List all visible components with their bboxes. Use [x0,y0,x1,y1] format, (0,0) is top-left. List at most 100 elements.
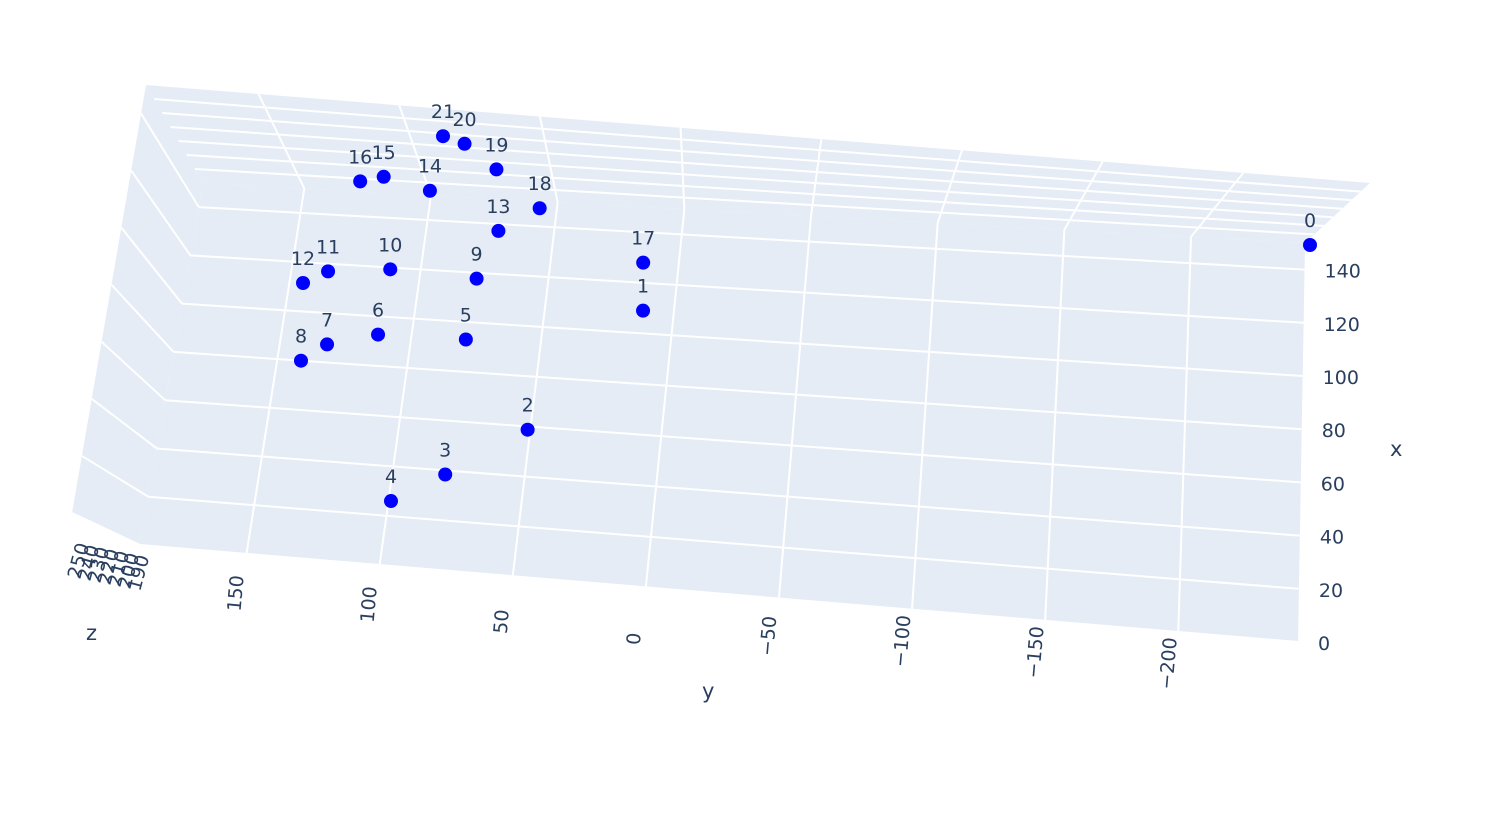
y-gridline [511,202,559,577]
y-gridline [911,222,939,610]
point-label: 11 [316,236,340,258]
x-gridline-side [110,284,175,353]
z-gridline-top [178,140,1333,219]
point-label: 20 [452,109,476,131]
x-gridline [148,495,1300,590]
point-marker[interactable] [436,129,451,144]
z-axis-title: z [86,621,97,645]
y-tick-label: 50 [490,609,514,635]
point-marker[interactable] [458,332,473,347]
point-label: 15 [372,142,396,164]
data-point[interactable]: 3 [438,439,453,482]
x-gridline [181,302,1303,377]
data-point[interactable]: 18 [528,173,552,216]
x-tick-label: 80 [1322,420,1346,442]
y-gridline-top [398,104,432,196]
z-gridline-top [154,98,1361,193]
data-point[interactable]: 1 [636,276,651,318]
y-tick-label: −100 [889,614,915,668]
data-point[interactable]: 21 [431,101,455,144]
point-label: 1 [637,276,649,298]
point-marker[interactable] [383,494,398,509]
x-gridline [173,350,1302,431]
point-marker[interactable] [489,162,504,177]
point-label: 6 [372,300,384,322]
point-marker[interactable] [422,183,437,198]
back-wall [140,183,1305,642]
data-point[interactable]: 8 [293,326,308,368]
y-tick-label: −150 [1022,625,1048,679]
point-label: 12 [291,248,315,270]
y-gridline-top [810,138,823,217]
point-label: 3 [439,439,451,461]
y-gridline-top [1190,172,1245,238]
point-label: 21 [431,101,455,123]
point-marker[interactable] [636,303,651,318]
data-point[interactable]: 14 [418,156,442,198]
point-label: 18 [528,173,552,195]
data-point[interactable]: 7 [320,309,335,352]
data-point[interactable]: 0 [1303,210,1317,252]
x-gridline-side [120,227,183,305]
point-marker[interactable] [376,169,391,184]
y-tick-label: −50 [756,615,781,657]
point-marker[interactable] [457,136,472,151]
top-plane [146,85,1370,243]
point-marker[interactable] [532,201,547,216]
point-label: 16 [348,146,372,168]
y-tick-label: −200 [1155,636,1181,690]
y-tick-label: 150 [224,574,249,612]
z-gridline-top [162,112,1352,202]
y-gridline [644,209,686,588]
x-tick-label: 60 [1321,473,1345,495]
point-marker[interactable] [636,255,651,270]
y-gridline [1177,236,1192,632]
data-point[interactable]: 12 [291,248,315,290]
point-marker[interactable] [520,422,535,437]
y-gridline-top [538,116,559,203]
data-point[interactable]: 4 [383,466,398,509]
point-marker[interactable] [293,353,308,368]
data-point[interactable]: 2 [520,395,535,437]
y-tick-label: 0 [623,632,646,646]
x-gridline-side [71,512,141,546]
point-marker[interactable] [371,327,386,342]
point-marker[interactable] [321,264,336,279]
data-point[interactable]: 6 [371,300,386,342]
point-label: 2 [522,395,534,417]
data-point[interactable]: 13 [486,196,511,238]
x-tick-label: 140 [1325,261,1361,283]
point-marker[interactable] [1303,238,1317,252]
data-point[interactable]: 10 [378,234,402,277]
data-point[interactable]: 5 [458,304,473,347]
point-label: 0 [1304,210,1316,232]
point-marker[interactable] [353,174,368,189]
data-point[interactable]: 11 [316,236,340,279]
x-gridline [198,206,1305,271]
point-label: 10 [378,234,402,256]
point-marker[interactable] [383,262,398,277]
data-point[interactable]: 17 [631,228,655,270]
point-label: 13 [486,196,510,218]
point-label: 9 [471,244,483,266]
point-marker[interactable] [320,337,335,352]
data-point[interactable]: 16 [348,146,372,189]
data-point[interactable]: 20 [452,109,477,151]
point-marker[interactable] [491,223,506,238]
point-label: 7 [321,309,333,331]
point-label: 14 [418,156,442,178]
data-point[interactable]: 19 [484,134,509,177]
data-point[interactable]: 15 [372,142,396,184]
point-label: 8 [295,326,307,348]
point-marker[interactable] [438,467,453,482]
point-marker[interactable] [296,275,311,290]
x-gridline-side [130,170,192,256]
tick-labels: 0 20 40 60 80 100 120 140 150 100 50 0 −50 −100 −150 −2… [64,261,1361,691]
data-point[interactable]: 9 [469,244,484,286]
point-label: 19 [484,134,508,156]
x-gridline [165,399,1301,484]
point-marker[interactable] [469,271,484,286]
